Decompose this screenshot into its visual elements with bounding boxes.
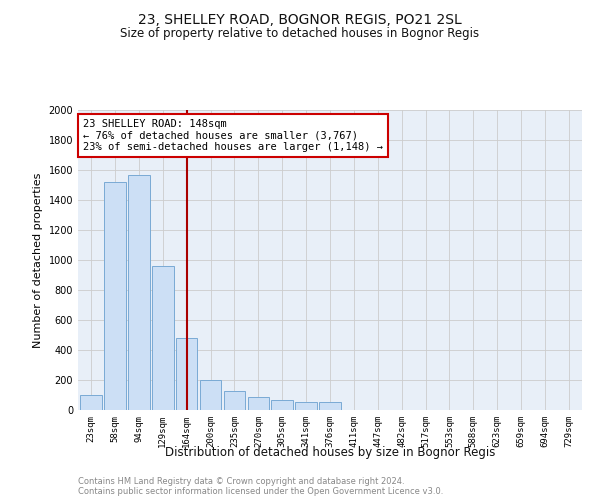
- Bar: [176, 338, 197, 410]
- Text: Size of property relative to detached houses in Bognor Regis: Size of property relative to detached ho…: [121, 28, 479, 40]
- Bar: [295, 402, 317, 410]
- Text: Distribution of detached houses by size in Bognor Regis: Distribution of detached houses by size …: [165, 446, 495, 459]
- Bar: [80, 395, 102, 410]
- Bar: [200, 380, 221, 410]
- Bar: [271, 400, 293, 410]
- Bar: [128, 174, 149, 410]
- Text: 23, SHELLEY ROAD, BOGNOR REGIS, PO21 2SL: 23, SHELLEY ROAD, BOGNOR REGIS, PO21 2SL: [138, 12, 462, 26]
- Bar: [224, 390, 245, 410]
- Bar: [248, 397, 269, 410]
- Text: Contains HM Land Registry data © Crown copyright and database right 2024.: Contains HM Land Registry data © Crown c…: [78, 478, 404, 486]
- Bar: [319, 402, 341, 410]
- Bar: [104, 182, 126, 410]
- Text: 23 SHELLEY ROAD: 148sqm
← 76% of detached houses are smaller (3,767)
23% of semi: 23 SHELLEY ROAD: 148sqm ← 76% of detache…: [83, 119, 383, 152]
- Bar: [152, 266, 173, 410]
- Text: Contains public sector information licensed under the Open Government Licence v3: Contains public sector information licen…: [78, 488, 443, 496]
- Y-axis label: Number of detached properties: Number of detached properties: [33, 172, 43, 348]
